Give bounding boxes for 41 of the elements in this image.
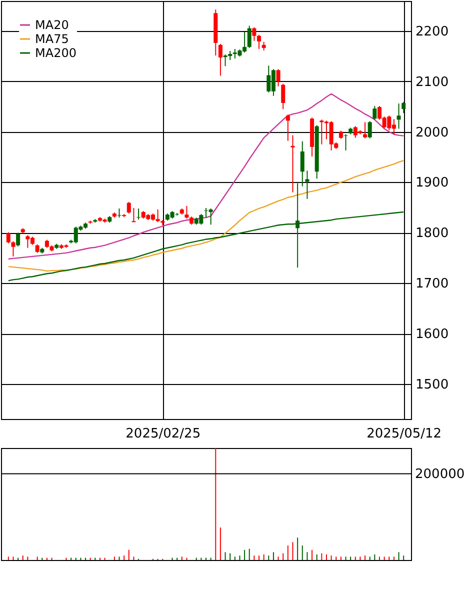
y-tick-label: 2000	[416, 125, 449, 140]
y-tick-label: 1800	[416, 226, 449, 242]
candlestick	[363, 122, 368, 139]
candlestick	[305, 170, 310, 200]
candlestick	[402, 101, 406, 114]
candlestick	[218, 43, 222, 76]
candlestick	[276, 68, 280, 87]
y-tick-label: 1500	[416, 378, 449, 393]
y-tick-label: 1700	[416, 276, 449, 292]
y-tick-label: 2200	[416, 24, 449, 40]
candlestick	[117, 208, 122, 218]
legend-label: MA75	[35, 32, 69, 46]
candlestick	[136, 208, 141, 220]
candlestick	[257, 34, 262, 50]
candlestick	[132, 207, 136, 223]
candlestick	[126, 201, 131, 214]
candlestick	[372, 106, 377, 120]
candlestick	[16, 232, 20, 247]
y-tick-label: 1900	[416, 176, 449, 191]
x-tick-label: 2025/02/25	[126, 426, 201, 442]
candlestick	[286, 114, 290, 142]
legend-label: MA20	[35, 18, 69, 32]
line-series	[8, 93, 404, 260]
candlestick	[247, 25, 252, 48]
y-tick-label: 1600	[416, 327, 449, 342]
candlestick	[11, 240, 16, 257]
x-tick-label: 2025/05/12	[366, 426, 442, 442]
candlestick	[368, 120, 372, 139]
candlestick	[184, 205, 189, 220]
legend-label: MA200	[35, 46, 76, 60]
candlestick	[290, 134, 295, 193]
candlestick	[300, 140, 304, 187]
text: 200000	[415, 466, 465, 482]
y-tick-label: 2100	[416, 74, 449, 90]
line-series	[8, 211, 404, 282]
candlestick	[281, 83, 286, 110]
candlestick	[344, 134, 348, 151]
candlestick	[6, 232, 10, 244]
candlestick	[396, 102, 401, 130]
line-series	[8, 160, 404, 272]
candlestick	[252, 26, 256, 42]
